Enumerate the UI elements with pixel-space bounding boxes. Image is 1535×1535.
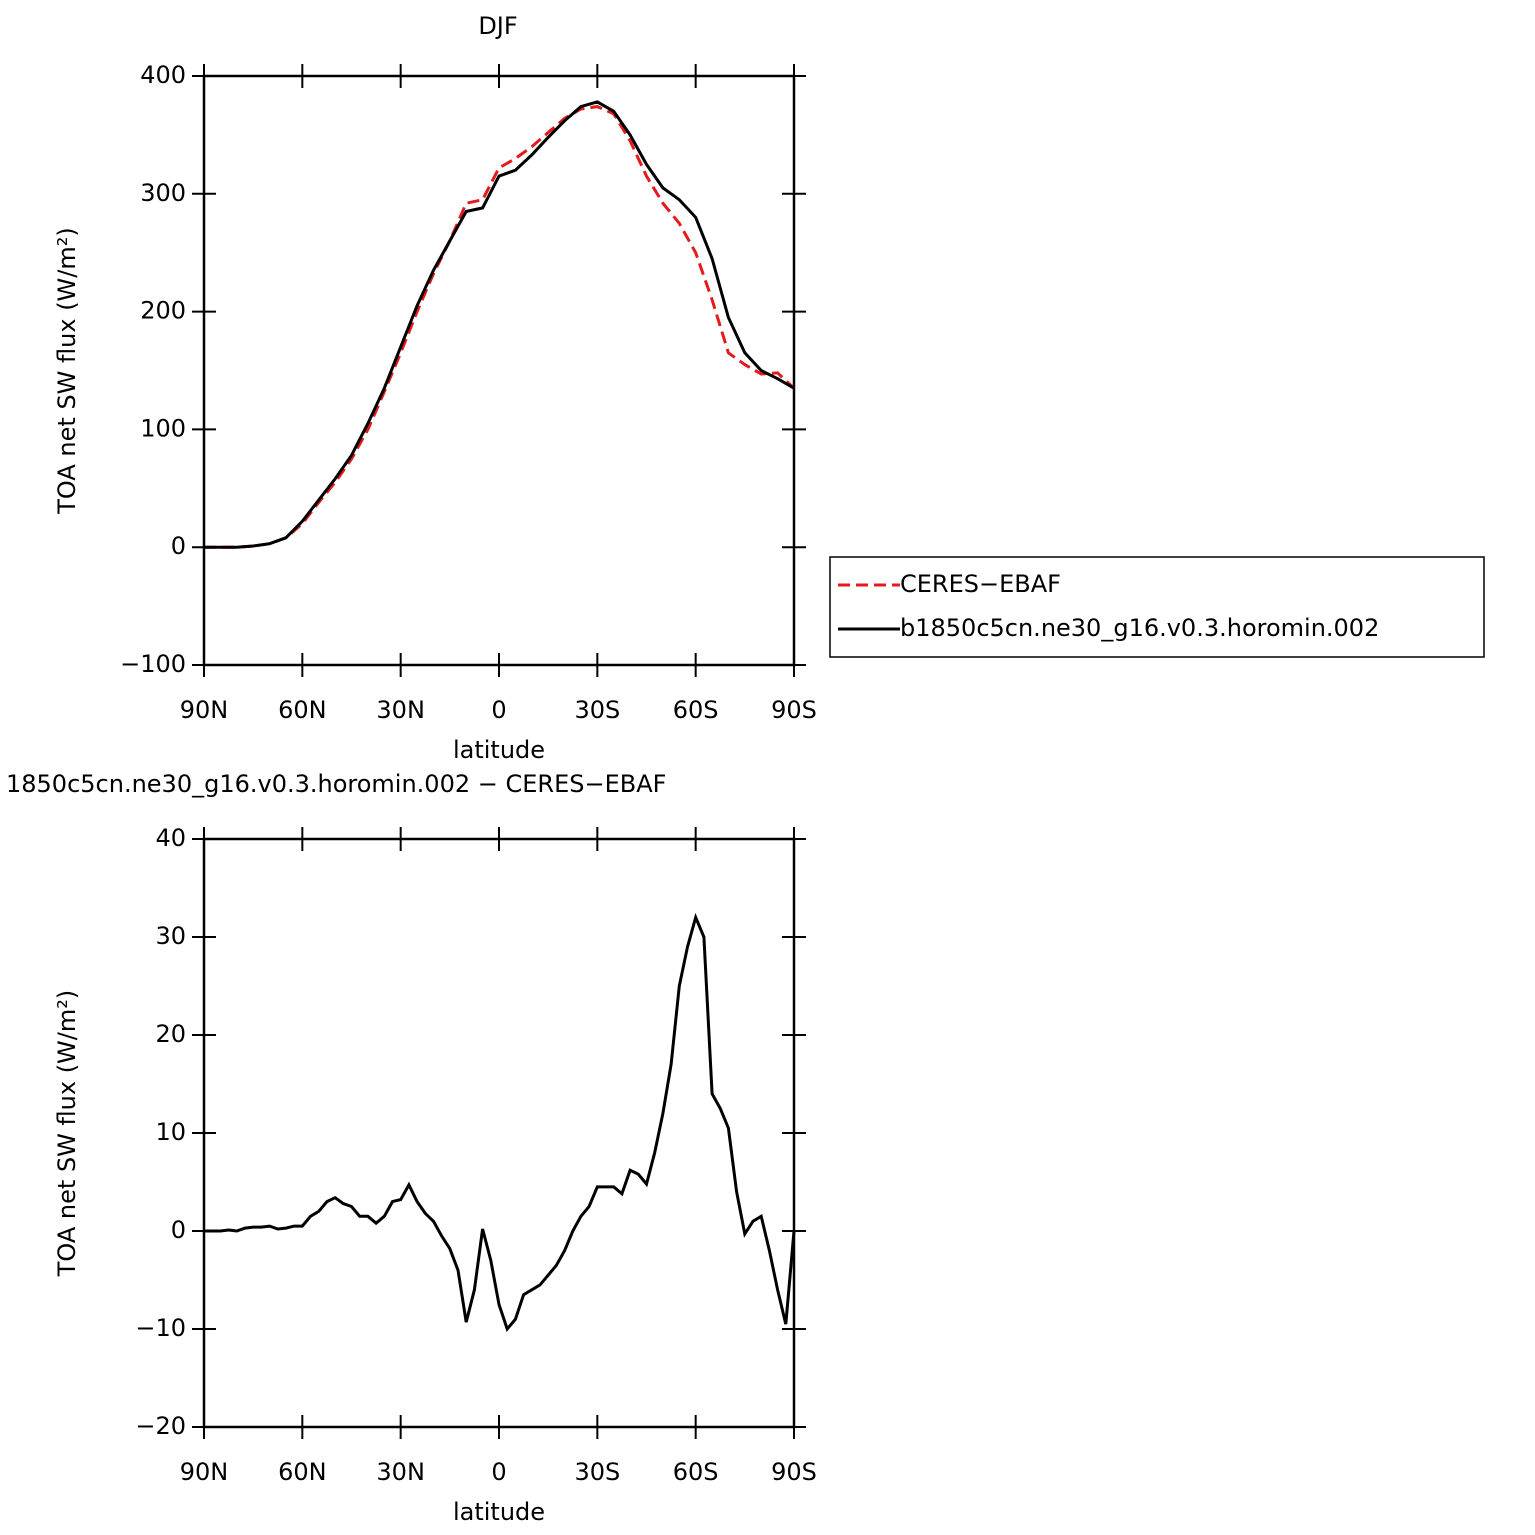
y-tick-label: 300	[140, 179, 186, 207]
y-tick-label: 0	[171, 532, 186, 560]
data-line	[204, 105, 796, 549]
x-tick-label: 0	[491, 696, 506, 724]
plot-frame	[202, 74, 796, 667]
x-tick-label: 60S	[673, 696, 719, 724]
x-tick-label: 90S	[771, 1458, 817, 1486]
x-tick-label: 60N	[278, 1458, 327, 1486]
x-axis-label: latitude	[453, 736, 545, 764]
x-tick-label: 0	[491, 1458, 506, 1486]
x-tick-label: 60N	[278, 696, 327, 724]
data-line	[204, 100, 795, 549]
y-tick-label: 40	[155, 824, 186, 852]
x-tick-label: 60S	[673, 1458, 719, 1486]
legend-label: b1850c5cn.ne30_g16.v0.3.horomin.002	[900, 614, 1379, 642]
x-tick-label: 90S	[771, 696, 817, 724]
y-tick-label: 400	[140, 61, 186, 89]
y-axis-label: TOA net SW flux (W/m²)	[53, 990, 81, 1278]
y-axis-label: TOA net SW flux (W/m²)	[53, 227, 81, 515]
y-tick-label: 30	[155, 922, 186, 950]
x-tick-label: 30N	[376, 696, 425, 724]
y-tick-label: −100	[120, 650, 186, 678]
x-tick-label: 30S	[574, 1458, 620, 1486]
legend-label: CERES−EBAF	[900, 570, 1061, 598]
x-tick-label: 90N	[180, 1458, 229, 1486]
x-tick-label: 90N	[180, 696, 229, 724]
chart-title: DJF	[478, 12, 517, 40]
chart-title: 1850c5cn.ne30_g16.v0.3.horomin.002 − CER…	[6, 770, 666, 798]
y-tick-label: 200	[140, 297, 186, 325]
legend-box	[829, 556, 1485, 658]
plot-frame	[202, 837, 796, 1429]
y-tick-label: −10	[135, 1314, 186, 1342]
data-line	[204, 912, 796, 1333]
y-tick-label: 20	[155, 1020, 186, 1048]
y-tick-label: −20	[135, 1412, 186, 1440]
y-tick-label: 0	[171, 1216, 186, 1244]
x-axis-label: latitude	[453, 1498, 545, 1526]
y-tick-label: 10	[155, 1118, 186, 1146]
x-tick-label: 30N	[376, 1458, 425, 1486]
y-tick-label: 100	[140, 414, 186, 442]
x-tick-label: 30S	[574, 696, 620, 724]
